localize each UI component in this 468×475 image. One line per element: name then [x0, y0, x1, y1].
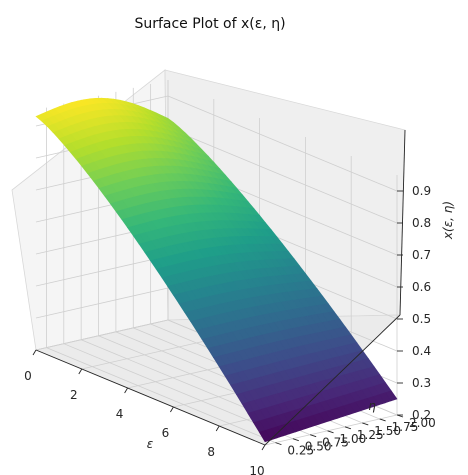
y-grid-line: [46, 347, 276, 444]
surface-mesh: [35, 97, 398, 443]
z-tick-label: 0.4: [412, 344, 431, 358]
x-tick-label: 2: [70, 388, 78, 402]
x-tick-label: 10: [249, 464, 264, 475]
y-tick-label: 1.75: [392, 420, 419, 434]
x-axis-label: ε: [147, 437, 154, 451]
z-tick-label: 0.3: [412, 376, 431, 390]
z-grid-line: [167, 95, 398, 192]
z-grid-line: [35, 287, 169, 319]
z-grid-line: [35, 255, 169, 287]
x-tick-labels: 0 2 4 6 8 10: [24, 349, 266, 475]
x-tick-label: 6: [162, 426, 170, 440]
y-tick-label: 1.50: [374, 424, 401, 438]
surface-patch: [258, 430, 272, 443]
z-tick-label: 0.8: [412, 216, 431, 230]
z-tick-label: 0.9: [412, 184, 431, 198]
z-grid-line: [167, 127, 398, 224]
x-tick-mark: [78, 368, 83, 375]
x-tick-label: 8: [207, 445, 215, 459]
y-tick-mark: [327, 430, 334, 434]
z-axis-label: x(ε, η): [441, 201, 455, 240]
x-tick-label: 0: [24, 369, 32, 383]
z-tick-label: 0.7: [412, 248, 431, 262]
x-grid-line: [81, 338, 214, 370]
z-tick-label: 0.5: [412, 312, 431, 326]
z-tick-label: 0.2: [412, 408, 431, 422]
y-tick-label: 0.25: [287, 444, 314, 458]
y-tick-mark: [310, 434, 317, 438]
chart-title: Surface Plot of x(ε, η): [134, 16, 285, 32]
x-tick-mark: [32, 349, 37, 356]
y-tick-mark: [292, 438, 299, 442]
y-tick-labels: 0.250.500.751.001.251.501.752.00: [275, 414, 436, 458]
x-tick-mark: [170, 406, 174, 413]
x-tick-mark: [261, 444, 266, 451]
x-tick-mark: [124, 387, 128, 394]
y-tick-mark: [379, 418, 386, 422]
y-axis-label: η: [368, 399, 376, 413]
y-tick-mark: [362, 422, 369, 426]
y-tick-label: 2.00: [409, 416, 436, 430]
y-tick-label: 0.75: [322, 436, 349, 450]
axis-edges: [35, 129, 406, 446]
x-tick-mark: [215, 425, 220, 432]
y-tick-label: 1.00: [340, 432, 367, 446]
z-grid-line: [35, 319, 169, 351]
x-tick-label: 4: [116, 407, 124, 421]
x-grid-line: [264, 414, 398, 446]
y-tick-mark: [344, 426, 352, 430]
z-tick-labels: 0.2 0.3 0.4 0.5 0.6 0.7 0.8 0.9: [397, 184, 431, 422]
y-tick-label: 1.25: [357, 428, 384, 442]
z-tick-label: 0.6: [412, 280, 431, 294]
y-tick-mark: [275, 442, 282, 446]
y-tick-label: 0.50: [305, 440, 332, 454]
